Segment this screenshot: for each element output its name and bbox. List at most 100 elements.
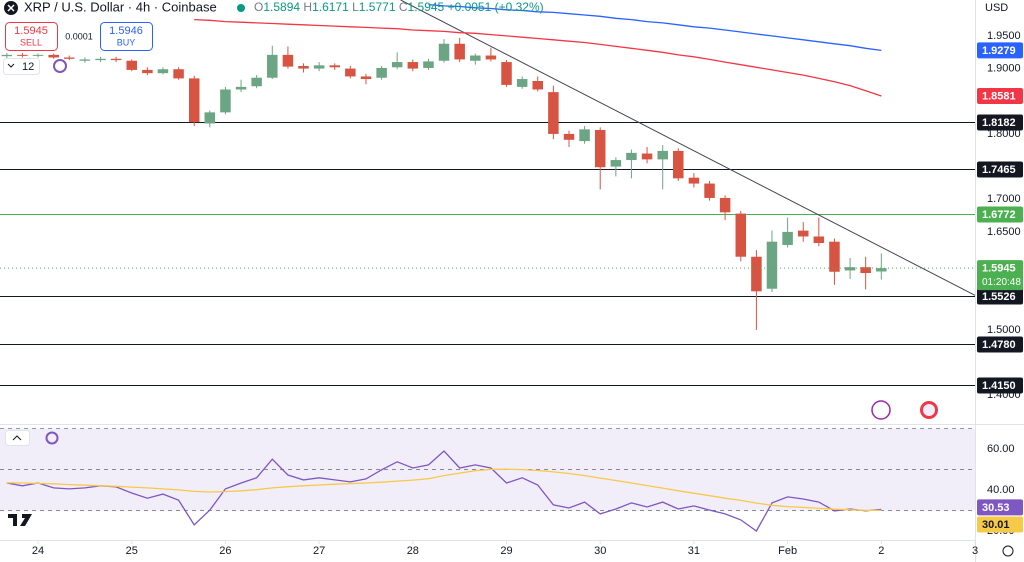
candle-body (485, 55, 497, 60)
candle-body (876, 268, 887, 272)
buy-price: 1.5946 (109, 25, 143, 37)
candle-body (17, 54, 28, 56)
sell-button[interactable] (5, 22, 58, 51)
candle-body (594, 129, 606, 168)
y-tick-label: 1.7000 (987, 193, 1021, 205)
candle-body (235, 86, 247, 90)
countdown: 01:20:48 (982, 277, 1021, 288)
candle-body (360, 76, 372, 80)
candle-body (188, 78, 200, 123)
price-tag: 1.5945 (982, 263, 1016, 275)
buy-button[interactable] (100, 22, 153, 51)
refresh-icon[interactable] (45, 431, 59, 445)
candle-body (79, 59, 91, 61)
level-label-bg (977, 336, 1023, 353)
candle-body (470, 55, 481, 61)
candle-body (157, 69, 169, 74)
moving-average (428, 3, 882, 52)
buy-label: BUY (117, 37, 136, 47)
rsi-value-tag-bg (977, 499, 1023, 516)
level-label: 1.7465 (982, 164, 1016, 176)
price-tag-bg (977, 260, 1023, 291)
spread: 0.0001 (65, 31, 93, 41)
candle-body (626, 152, 637, 161)
candle-body (501, 62, 512, 85)
candle-body (844, 267, 856, 271)
candle-body (454, 43, 465, 60)
candle-body (407, 62, 419, 69)
level-label-bg (977, 206, 1023, 223)
candle-body (173, 69, 184, 79)
legend-key: L (352, 0, 359, 14)
rsi-value-tag: 30.01 (982, 519, 1010, 531)
legend-key: C (399, 0, 408, 14)
rsi-value-tag-bg (977, 516, 1023, 533)
level-label-bg (977, 114, 1023, 131)
candle-body (782, 231, 793, 245)
y-tick-label: 1.9500 (987, 30, 1021, 42)
trendline (400, 0, 976, 296)
x-tick-label: 26 (219, 545, 231, 557)
x-tick-label: 24 (32, 545, 44, 557)
candle-body (376, 67, 387, 78)
candle-body (438, 43, 450, 61)
level-label: 1.8182 (982, 117, 1016, 129)
legend-value: 1.5894 (263, 0, 300, 14)
x-tick-label: 31 (688, 545, 700, 557)
x-tick-label: Feb (778, 545, 797, 557)
refresh-icon[interactable] (53, 59, 67, 73)
candle-body (251, 77, 262, 87)
level-label: 1.4150 (982, 380, 1016, 392)
candle-body (63, 57, 75, 59)
y-tick-label: 40.00 (987, 484, 1015, 496)
candle-body (267, 54, 278, 78)
candle-body (704, 183, 715, 198)
candle-body (142, 69, 153, 74)
y-tick-label: 1.8000 (987, 128, 1021, 140)
sell-label: SELL (20, 37, 42, 47)
candle-body (860, 267, 871, 274)
candle-body (719, 197, 731, 213)
x-tick-label: 3 (972, 545, 978, 557)
pane-toggle[interactable] (5, 430, 30, 446)
candle-body (641, 153, 653, 160)
legend-value: 1.5945 (408, 0, 445, 14)
candle-body (282, 54, 294, 67)
symbol-logo-mark (7, 4, 15, 12)
settings-icon[interactable] (1002, 545, 1014, 557)
ohlc-legend: O1.5894 H1.6171 L1.5771 C1.5945 +0.0051 … (254, 0, 544, 14)
chevron (12, 435, 22, 441)
x-tick-label: 25 (126, 545, 138, 557)
rsi-line (6, 468, 882, 512)
candle-body (110, 58, 122, 61)
x-tick-label: 29 (500, 545, 512, 557)
flag-icon-inner (923, 404, 935, 416)
ma-value-tag: 1.9279 (982, 45, 1016, 57)
ma-value-tag: 1.8581 (982, 90, 1016, 102)
brand-logo (8, 514, 32, 526)
rsi-value-tag: 30.53 (982, 502, 1010, 514)
candle-body (95, 58, 106, 61)
market-status (237, 4, 245, 12)
level-label-bg (977, 161, 1023, 178)
candle-body (204, 112, 216, 124)
moving-average (194, 18, 882, 97)
level-label: 1.4780 (982, 339, 1016, 351)
candle-body (313, 65, 325, 69)
candle-body (516, 79, 528, 87)
interval-box[interactable] (3, 58, 40, 75)
x-tick-label: 2 (878, 545, 884, 557)
event-icon[interactable] (871, 400, 891, 420)
y-tick-label: 60.00 (987, 443, 1015, 455)
candle-body (688, 177, 700, 184)
x-tick-label: 30 (594, 545, 606, 557)
candle-body (766, 241, 778, 289)
candle-body (563, 133, 575, 140)
ma-value-tag-bg (977, 87, 1023, 104)
candle-body (423, 61, 434, 68)
candle-body (798, 230, 809, 237)
legend-value: 1.6171 (312, 0, 349, 14)
candle-body (32, 54, 44, 56)
candle-body (1, 54, 13, 57)
